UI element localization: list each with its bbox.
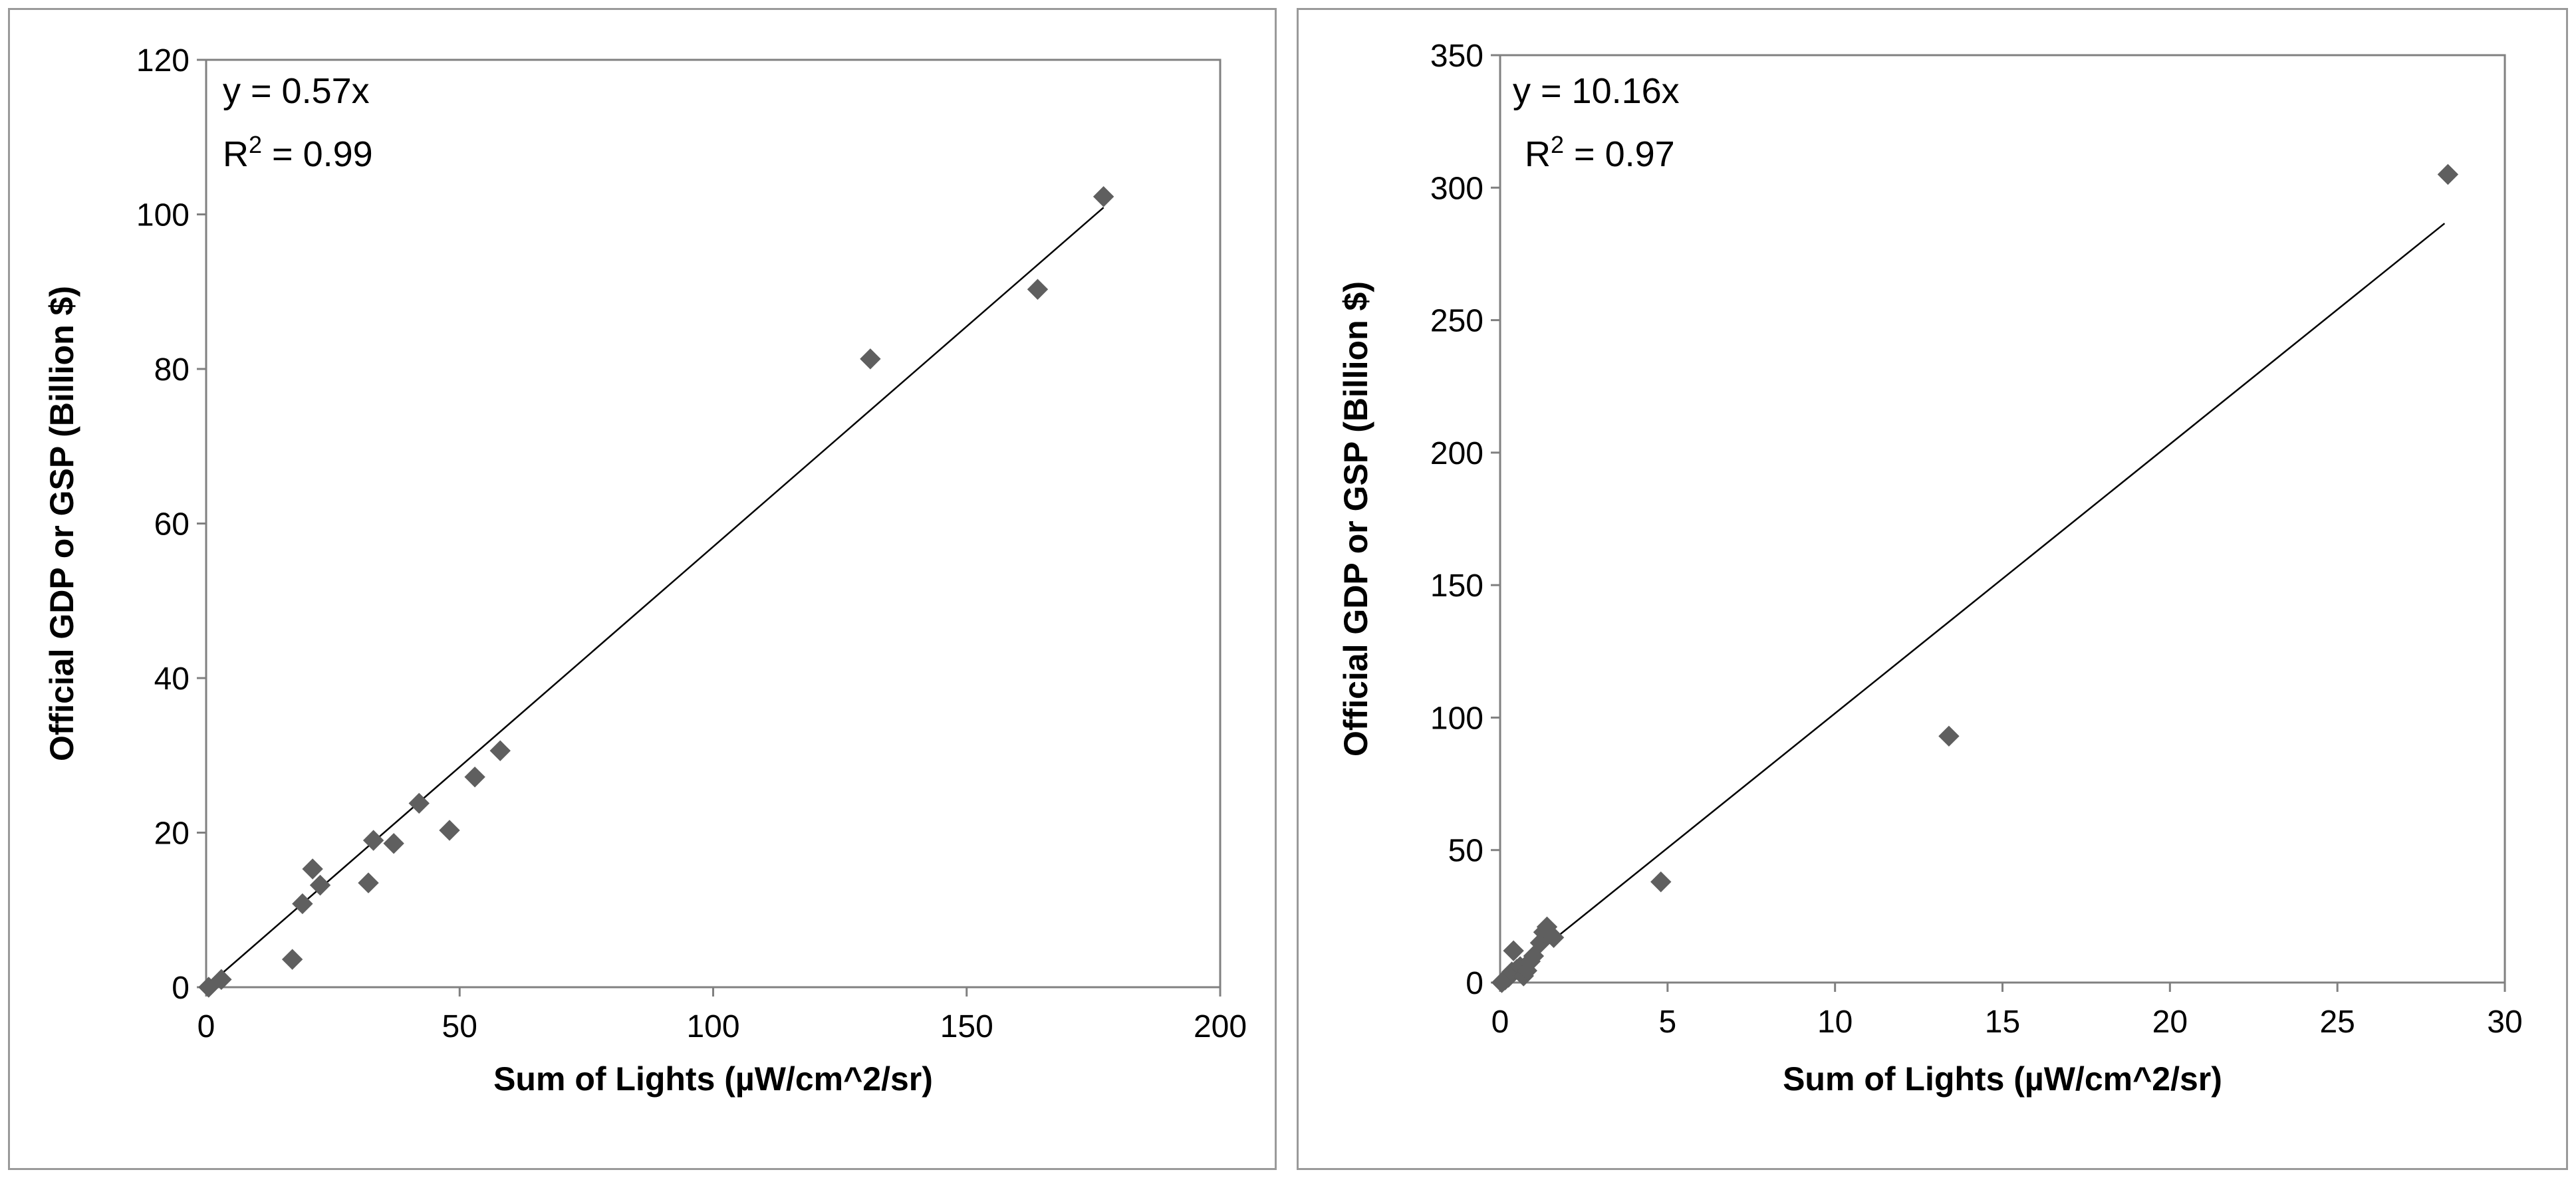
right-x-tick-label: 5 [1658, 1004, 1676, 1040]
right-y-axis-title: Official GDP or GSP (Billion $) [1337, 281, 1374, 757]
left-y-axis-title: Official GDP or GSP (Billion $) [43, 286, 80, 761]
right-r-squared: R2 = 0.97 [1525, 131, 1675, 174]
left-data-point [281, 949, 303, 970]
left-r-squared: R2 = 0.99 [223, 131, 373, 174]
right-r-squared-value: = 0.97 [1564, 134, 1675, 174]
right-y-tick-label: 200 [1430, 436, 1483, 471]
left-x-tick-label: 0 [197, 1009, 215, 1044]
left-plot-area [205, 59, 1222, 989]
right-x-tick-label: 15 [1985, 1004, 2020, 1040]
right-data-point [1503, 940, 1524, 961]
left-y-tick-label: 80 [154, 352, 190, 388]
left-x-tick-label: 150 [940, 1009, 993, 1044]
left-y-tick-label: 60 [154, 507, 190, 542]
left-data-point [302, 858, 323, 880]
left-y-tick-label: 20 [154, 816, 190, 852]
left-r-squared-superscript: 2 [249, 131, 262, 158]
right-x-axis-title: Sum of Lights (µW/cm^2/sr) [1783, 1060, 2222, 1098]
left-data-point [383, 833, 404, 854]
right-scatter-chart: 0 50 100 150 200 250 300 350 0 5 10 15 20 25 30 Sum of … [1337, 39, 2523, 1098]
left-x-tick-label: 100 [686, 1009, 739, 1044]
right-plot-area [1499, 54, 2506, 984]
right-y-tick-label: 100 [1430, 701, 1483, 736]
left-r-squared-value: = 0.99 [262, 134, 373, 174]
left-data-point [408, 792, 430, 814]
left-data-point [464, 766, 485, 788]
left-data-point [860, 348, 881, 370]
right-y-tick-label: 300 [1430, 171, 1483, 206]
left-r-squared-prefix: R [223, 134, 249, 174]
left-x-tick-label: 50 [442, 1009, 477, 1044]
left-data-point [439, 820, 460, 841]
left-data-point [1093, 186, 1114, 207]
left-scatter-chart: 0 20 40 60 80 100 120 0 50 100 150 200 Sum of Lights… [43, 43, 1247, 1098]
right-y-tick-label: 350 [1430, 39, 1483, 74]
right-chart-panel: 0 50 100 150 200 250 300 350 0 5 10 15 20 25 30 Sum of … [1297, 8, 2568, 1170]
left-y-tick-label: 0 [172, 971, 190, 1006]
right-y-tick-label: 150 [1430, 568, 1483, 604]
right-x-tick-label: 25 [2319, 1004, 2355, 1040]
left-x-tick-label: 200 [1194, 1009, 1247, 1044]
right-r-squared-prefix: R [1525, 134, 1551, 174]
right-trend-equation: y = 10.16x [1513, 71, 1680, 111]
right-data-point [1650, 871, 1672, 893]
right-x-tick-label: 10 [1817, 1004, 1853, 1040]
right-x-tick-label: 20 [2152, 1004, 2188, 1040]
left-data-point [362, 830, 384, 851]
left-x-axis-title: Sum of Lights (µW/cm^2/sr) [493, 1060, 933, 1098]
left-data-point [1027, 279, 1049, 300]
left-data-point [292, 893, 313, 915]
right-y-tick-label: 250 [1430, 304, 1483, 339]
right-y-tick-label: 50 [1448, 834, 1483, 869]
left-trendline [205, 207, 1104, 988]
left-y-tick-label: 100 [136, 198, 190, 233]
right-x-tick-label: 0 [1491, 1004, 1509, 1040]
left-data-point [489, 740, 511, 761]
right-y-tick-label: 0 [1466, 966, 1483, 1001]
right-data-point [1938, 725, 1960, 747]
right-x-tick-label: 30 [2487, 1004, 2522, 1040]
left-data-point [211, 969, 232, 991]
left-chart-panel: 0 20 40 60 80 100 120 0 50 100 150 200 Sum of Lights… [8, 8, 1277, 1170]
left-y-tick-label: 40 [154, 661, 190, 697]
right-trendline [1499, 223, 2446, 983]
left-data-point [358, 872, 379, 893]
right-r-squared-superscript: 2 [1551, 131, 1564, 158]
left-trend-equation: y = 0.57x [223, 71, 370, 111]
right-data-point [2437, 164, 2459, 185]
left-y-tick-label: 120 [136, 43, 190, 78]
right-data-point [1543, 927, 1565, 948]
left-data-point [309, 874, 331, 896]
